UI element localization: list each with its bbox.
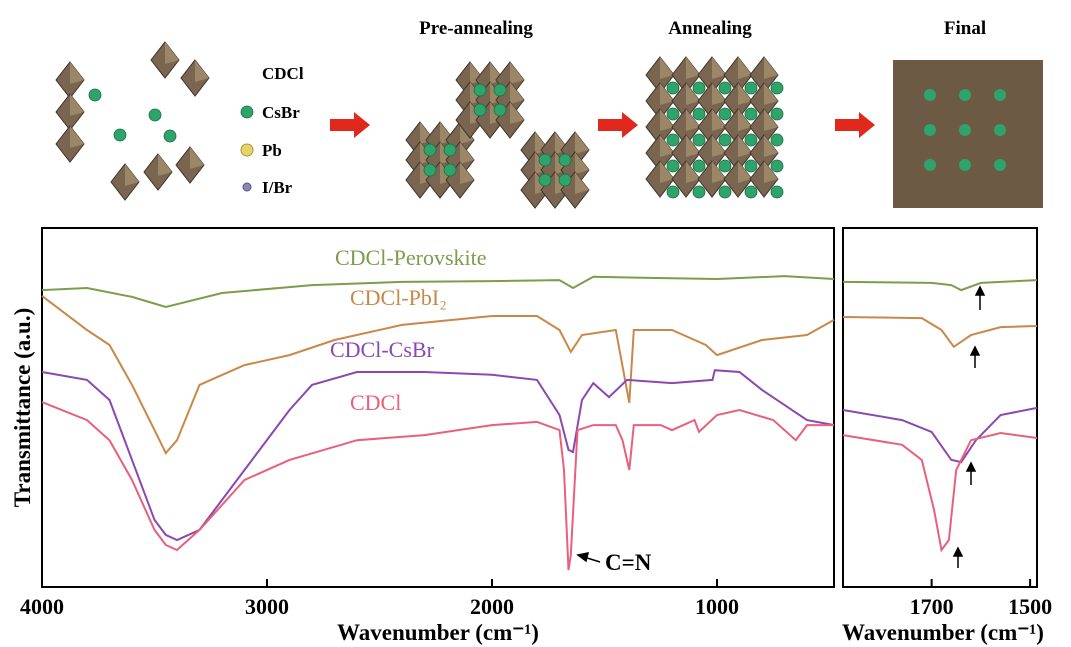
cs-ion: [444, 144, 456, 156]
cs-ion: [693, 108, 705, 120]
legend-label: CsBr: [262, 103, 300, 122]
x-axis-label: Wavenumber (cm⁻¹): [842, 620, 1044, 645]
series-label: CDCl: [350, 390, 401, 415]
cs-ion: [474, 84, 486, 96]
cs-ion: [494, 104, 506, 116]
cs-ion: [771, 134, 783, 146]
cs-ion: [719, 134, 731, 146]
x-tick-label: 4000: [20, 594, 64, 619]
cs-ion: [693, 160, 705, 172]
cs-ion: [745, 134, 757, 146]
spectrum-line: [42, 296, 834, 453]
x-axis-label: Wavenumber (cm⁻¹): [337, 620, 539, 645]
series-label: CDCl-PbI₂: [350, 285, 447, 310]
spectrum-line: [843, 433, 1037, 550]
cs-ion: [745, 108, 757, 120]
x-tick-label: 1500: [1008, 594, 1052, 619]
y-axis-label: Transmittance (a.u.): [10, 308, 35, 508]
x-tick-label: 1700: [910, 594, 954, 619]
cs-ion: [667, 186, 679, 198]
annotation: C=N: [605, 550, 652, 575]
cs-ion: [719, 108, 731, 120]
x-tick-label: 2000: [470, 594, 514, 619]
cs-ion: [771, 82, 783, 94]
cs-ion: [771, 108, 783, 120]
schematic: CDCl CsBr Pb I/Br Pre-annealing Annealin…: [56, 18, 1043, 208]
x-tick-label: 1000: [695, 594, 739, 619]
cs-ion: [667, 160, 679, 172]
cs-ion: [667, 134, 679, 146]
cs-ion: [719, 82, 731, 94]
cs-ion: [771, 160, 783, 172]
cs-ion: [444, 164, 456, 176]
cs-ion: [693, 134, 705, 146]
cs-ion: [559, 174, 571, 186]
cs-ion: [745, 186, 757, 198]
cs-ion: [693, 186, 705, 198]
cs-ion: [474, 104, 486, 116]
cs-ion: [667, 82, 679, 94]
stage-title: Pre-annealing: [419, 18, 533, 39]
series-label: CDCl-Perovskite: [335, 245, 487, 270]
cs-ion: [745, 160, 757, 172]
stage-title: Annealing: [668, 18, 752, 39]
cs-ion: [424, 164, 436, 176]
cs-ion: [539, 174, 551, 186]
cs-ion: [771, 186, 783, 198]
cs-ion: [559, 154, 571, 166]
legend-label: I/Br: [262, 178, 293, 197]
cs-ion: [667, 108, 679, 120]
series-label: CDCl-CsBr: [330, 337, 435, 362]
spectrum-line: [42, 370, 834, 540]
stage-title: Final: [944, 18, 986, 39]
x-tick-label: 3000: [245, 594, 289, 619]
cs-ion: [494, 84, 506, 96]
legend-label: CDCl: [262, 64, 304, 83]
spectrum-line: [42, 402, 834, 570]
cs-ion: [719, 186, 731, 198]
legend-label: Pb: [262, 141, 282, 160]
cs-ion: [693, 82, 705, 94]
cs-ion: [539, 154, 551, 166]
spectrum-line: [843, 280, 1037, 290]
cs-ion: [745, 82, 757, 94]
cs-ion: [719, 160, 731, 172]
spectrum-line: [843, 317, 1037, 347]
cs-ion: [424, 144, 436, 156]
figure: CDCl CsBr Pb I/Br Pre-annealing Annealin…: [0, 0, 1071, 647]
